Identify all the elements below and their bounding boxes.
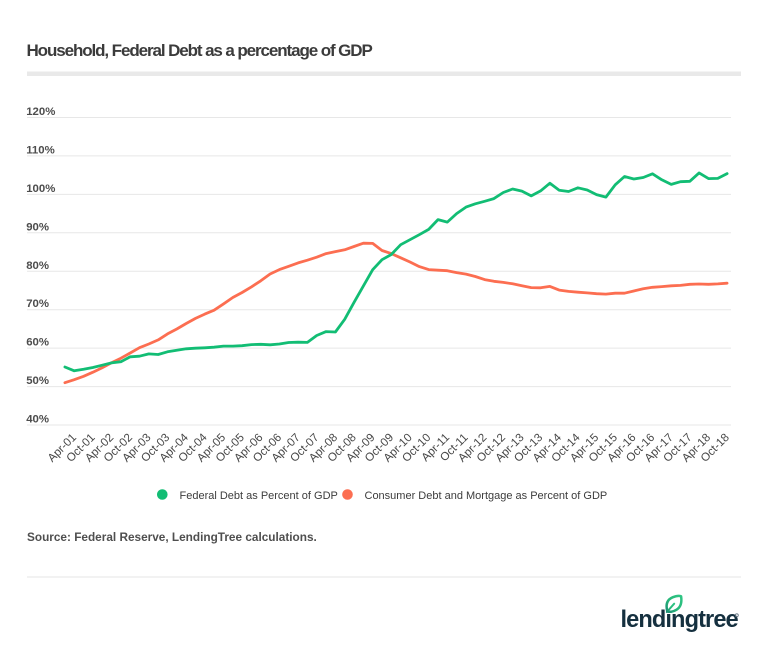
svg-text:40%: 40% <box>26 414 49 426</box>
svg-text:Source: Federal Reserve, Lendi: Source: Federal Reserve, LendingTree cal… <box>27 530 317 544</box>
svg-text:Federal Debt as Percent of GDP: Federal Debt as Percent of GDP <box>180 490 338 502</box>
svg-text:120%: 120% <box>26 106 55 118</box>
svg-text:70%: 70% <box>26 298 49 310</box>
svg-text:Household, Federal Debt as a p: Household, Federal Debt as a percentage … <box>27 41 373 60</box>
svg-text:Consumer Debt and Mortgage as: Consumer Debt and Mortgage as Percent of… <box>365 490 608 502</box>
svg-text:90%: 90% <box>26 221 49 233</box>
svg-text:50%: 50% <box>26 375 49 387</box>
svg-text:110%: 110% <box>26 144 55 156</box>
svg-text:100%: 100% <box>26 183 55 195</box>
svg-text:60%: 60% <box>26 337 49 349</box>
svg-text:lendıngtree: lendıngtree <box>621 607 739 633</box>
svg-text:80%: 80% <box>26 260 49 272</box>
